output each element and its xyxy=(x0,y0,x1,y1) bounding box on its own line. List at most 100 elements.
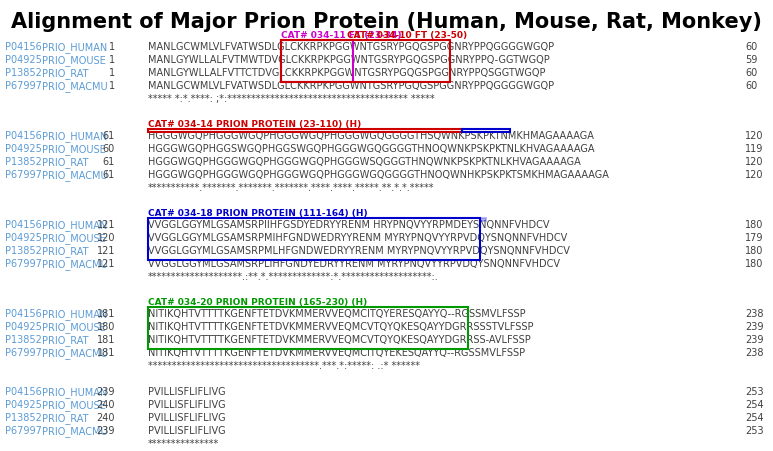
Text: PRIO_MACMU: PRIO_MACMU xyxy=(42,81,107,92)
Bar xyxy=(480,218,486,221)
Text: PVILLISFLIFLIVG: PVILLISFLIFLIVG xyxy=(148,399,226,409)
Text: 1: 1 xyxy=(109,42,115,52)
Text: 60: 60 xyxy=(745,42,758,52)
Text: 181: 181 xyxy=(97,308,115,318)
Text: ***** *:*.****: ;*:************************************** *****: ***** *:*.****: ;*:*********************… xyxy=(148,94,434,104)
Text: 60: 60 xyxy=(745,81,758,91)
Text: VVGGLGGYMLGSAMSRPLIHFGNDYEDRYYRENM MYRYPNQVYYRPVDQYSNQNNFVHDCV: VVGGLGGYMLGSAMSRPLIHFGNDYEDRYYRENM MYRYP… xyxy=(148,258,560,268)
Text: 61: 61 xyxy=(103,156,115,166)
Text: PRIO_RAT: PRIO_RAT xyxy=(42,334,88,345)
Text: 180: 180 xyxy=(745,245,764,255)
Text: P04156: P04156 xyxy=(5,308,42,318)
Text: CAT# 034-20 PRION PROTEIN (165-230) (H): CAT# 034-20 PRION PROTEIN (165-230) (H) xyxy=(148,297,367,306)
Text: PRIO_HUMAN: PRIO_HUMAN xyxy=(42,131,107,142)
Text: 121: 121 xyxy=(97,220,115,230)
Text: P13852: P13852 xyxy=(5,245,42,255)
Text: MANLGYWLLALFVTMWTDVGLCKKRPKPGGWNTGSRYPGQGSPGGNRYPPQ-GGTWGQP: MANLGYWLLALFVTMWTDVGLCKKRPKPGGWNTGSRYPGQ… xyxy=(148,55,550,65)
Text: 179: 179 xyxy=(745,232,764,243)
Text: PVILLISFLIFLIVG: PVILLISFLIFLIVG xyxy=(148,425,226,435)
Text: P04925: P04925 xyxy=(5,399,42,409)
Text: P04156: P04156 xyxy=(5,220,42,230)
Text: PRIO_HUMAN: PRIO_HUMAN xyxy=(42,308,107,319)
Text: HGGGWGQPHGGGWGQPHGGGWGQPHGGGWGQGGGGTHNOQWNHKPSKPKTSMKHMAGAAAAGA: HGGGWGQPHGGGWGQPHGGGWGQPHGGGWGQGGGGTHNOQ… xyxy=(148,170,609,179)
Text: P04925: P04925 xyxy=(5,321,42,331)
Text: 240: 240 xyxy=(97,399,115,409)
Text: P04925: P04925 xyxy=(5,55,42,65)
Text: PRIO_RAT: PRIO_RAT xyxy=(42,412,88,423)
Text: P13852: P13852 xyxy=(5,412,42,422)
Text: HGGGWGQPHGGSWGQPHGGSWGQPHGGGWGQGGGGTHNOQWNKPSKPKTNLKHVAGAAAAGA: HGGGWGQPHGGSWGQPHGGSWGQPHGGGWGQGGGGTHNOQ… xyxy=(148,144,594,154)
Text: P67997: P67997 xyxy=(5,258,42,268)
Text: 181: 181 xyxy=(97,334,115,344)
Text: P04156: P04156 xyxy=(5,42,42,52)
Text: NITIKQHTVTTTTKGENFTETDVKMMERVVEQMCVTQYQKESQAYYDGRRSS-AVLFSSP: NITIKQHTVTTTTKGENFTETDVKMMERVVEQMCVTQYQK… xyxy=(148,334,531,344)
Text: NITIKQHTVTTTTKGENFTETDVKMMERVVEQMCVTQYQKESQAYYDGRRSSSTVLFSSP: NITIKQHTVTTTTKGENFTETDVKMMERVVEQMCVTQYQK… xyxy=(148,321,533,331)
Text: CAT# 034-18 PRION PROTEIN (111-164) (H): CAT# 034-18 PRION PROTEIN (111-164) (H) xyxy=(148,208,368,217)
Text: 240: 240 xyxy=(97,412,115,422)
Text: ************************************.***.*:*****: .:* ******: ************************************.***… xyxy=(148,360,420,370)
Text: 61: 61 xyxy=(103,131,115,141)
Bar xyxy=(148,129,462,133)
Text: NITIKQHTVTTTTKGENFTETDVKMMERVVEQMCITQYEKESQAYYQ--RGSSMVLFSSP: NITIKQHTVTTTTKGENFTETDVKMMERVVEQMCITQYEK… xyxy=(148,347,525,357)
Text: VVGGLGGYMLGSAMSRPMIHFGNDWEDRYYRENM MYRYPNQVYYRPVDQYSNQNNFVHDCV: VVGGLGGYMLGSAMSRPMIHFGNDWEDRYYRENM MYRYP… xyxy=(148,232,567,243)
Text: 253: 253 xyxy=(745,386,764,396)
Text: 1: 1 xyxy=(109,68,115,78)
Text: 60: 60 xyxy=(103,144,115,154)
Text: CAT# 034-10 FT (23-50): CAT# 034-10 FT (23-50) xyxy=(347,31,468,40)
Text: 254: 254 xyxy=(745,412,764,422)
Text: 120: 120 xyxy=(745,156,764,166)
Text: MANLGCWMLVLFVATWSDLGLCKKRPKPGGWNTGSRYPGQGSPGGNRYPPQGGGGWGQP: MANLGCWMLVLFVATWSDLGLCKKRPKPGGWNTGSRYPGQ… xyxy=(148,81,554,91)
Text: 119: 119 xyxy=(745,144,764,154)
Text: P04156: P04156 xyxy=(5,131,42,141)
Text: P13852: P13852 xyxy=(5,334,42,344)
Text: PRIO_MACMU: PRIO_MACMU xyxy=(42,425,107,436)
Text: MANLGCWMLVLFVATWSDLGLCKKRPKPGGWNTGSRYPGQGSPGGNRYPPQGGGGWGQP: MANLGCWMLVLFVATWSDLGLCKKRPKPGGWNTGSRYPGQ… xyxy=(148,42,554,52)
Text: 59: 59 xyxy=(745,55,758,65)
Text: PVILLISFLIFLIVG: PVILLISFLIFLIVG xyxy=(148,386,226,396)
Text: 239: 239 xyxy=(745,321,764,331)
Text: P67997: P67997 xyxy=(5,347,42,357)
Text: 238: 238 xyxy=(745,308,764,318)
Text: P04925: P04925 xyxy=(5,144,42,154)
Text: P67997: P67997 xyxy=(5,425,42,435)
Text: ***************: *************** xyxy=(148,438,220,448)
Text: P67997: P67997 xyxy=(5,170,42,179)
Bar xyxy=(148,218,480,260)
Bar xyxy=(281,41,450,83)
Text: PRIO_MACMU: PRIO_MACMU xyxy=(42,170,107,180)
Text: 1: 1 xyxy=(109,55,115,65)
Text: 239: 239 xyxy=(745,334,764,344)
Text: PRIO_MOUSE: PRIO_MOUSE xyxy=(42,144,106,155)
Bar xyxy=(281,41,353,83)
Text: 181: 181 xyxy=(97,347,115,357)
Text: PRIO_MOUSE: PRIO_MOUSE xyxy=(42,399,106,410)
Text: HGGGWGQPHGGGWGQPHGGGWGQPHGGGWSQGGGTHNQWNKPSKPKTNLKHVAGAAAAGA: HGGGWGQPHGGGWGQPHGGGWGQPHGGGWSQGGGTHNQWN… xyxy=(148,156,581,166)
Text: PVILLISFLIFLIVG: PVILLISFLIFLIVG xyxy=(148,412,226,422)
Text: P13852: P13852 xyxy=(5,156,42,166)
Text: 60: 60 xyxy=(745,68,758,78)
Text: P04925: P04925 xyxy=(5,232,42,243)
Text: 239: 239 xyxy=(97,425,115,435)
Text: 121: 121 xyxy=(97,258,115,268)
Text: CAT# 034-14 PRION PROTEIN (23-110) (H): CAT# 034-14 PRION PROTEIN (23-110) (H) xyxy=(148,120,361,129)
Text: PRIO_RAT: PRIO_RAT xyxy=(42,245,88,256)
Text: CAT# 034-11 FT (23-34): CAT# 034-11 FT (23-34) xyxy=(281,31,401,40)
Bar xyxy=(462,129,510,133)
Text: ***********.*******.*******.*******.****.****.*****.**.*.*.*****: ***********.*******.*******.*******.****… xyxy=(148,183,434,193)
Text: 120: 120 xyxy=(745,131,764,141)
Text: 254: 254 xyxy=(745,399,764,409)
Text: 120: 120 xyxy=(97,232,115,243)
Text: 238: 238 xyxy=(745,347,764,357)
Text: PRIO_MACMU: PRIO_MACMU xyxy=(42,258,107,269)
Text: P67997: P67997 xyxy=(5,81,42,91)
Text: PRIO_HUMAN: PRIO_HUMAN xyxy=(42,42,107,53)
Text: NITIKQHTVTTTTKGENFTETDVKMMERVVEQMCITQYERESQAYYQ--RGSSMVLFSSP: NITIKQHTVTTTTKGENFTETDVKMMERVVEQMCITQYER… xyxy=(148,308,526,318)
Text: 1: 1 xyxy=(109,81,115,91)
Text: PRIO_MACMU: PRIO_MACMU xyxy=(42,347,107,358)
Text: 180: 180 xyxy=(745,258,764,268)
Text: P13852: P13852 xyxy=(5,68,42,78)
Text: MANLGYWLLALFVTTCTDVGLCKKRPKPGGWNTGSRYPGQGSPGGNRYPPQSGGTWGQP: MANLGYWLLALFVTTCTDVGLCKKRPKPGGWNTGSRYPGQ… xyxy=(148,68,546,78)
Text: PRIO_HUMAN: PRIO_HUMAN xyxy=(42,386,107,397)
Text: 180: 180 xyxy=(97,321,115,331)
Text: 61: 61 xyxy=(103,170,115,179)
